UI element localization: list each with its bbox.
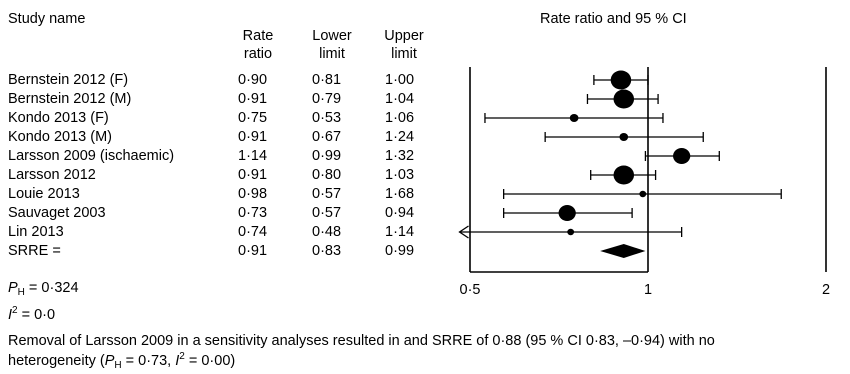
point-estimate <box>569 114 579 122</box>
tick-label: 1 <box>644 282 652 298</box>
lower-limit-header-line2: limit <box>319 45 345 62</box>
point-estimate <box>610 70 632 90</box>
row-name: Larsson 2009 (ischaemic) <box>8 148 175 164</box>
footnote-post: = 0·00) <box>184 353 236 369</box>
upper-limit-value: 1·03 <box>385 167 415 183</box>
rate-ratio-value: 0·73 <box>238 205 268 221</box>
upper-limit-value: 1·32 <box>385 148 415 164</box>
footnote-mid: = 0·73, <box>121 353 176 369</box>
rate-ratio-value: 0·91 <box>238 129 268 145</box>
i2-value: = 0·0 <box>17 307 56 323</box>
point-estimate <box>613 165 635 185</box>
upper-limit-value: 1·06 <box>385 110 415 126</box>
lower-limit-value: 0·81 <box>312 72 342 88</box>
footnote-p: P <box>104 353 115 369</box>
study-name-header: Study name <box>8 11 86 27</box>
rate-ratio-value: 0·91 <box>238 243 268 259</box>
row-name: Sauvaget 2003 <box>8 205 106 221</box>
point-estimate <box>558 205 576 221</box>
lower-limit-value: 0·80 <box>312 167 342 183</box>
ci-arrow <box>458 225 469 239</box>
rate-ratio-value: 1·14 <box>238 148 268 164</box>
rate-ratio-value: 0·91 <box>238 91 268 107</box>
row-name: Kondo 2013 (M) <box>8 129 112 145</box>
upper-limit-value: 1·00 <box>385 72 415 88</box>
upper-limit-value: 1·04 <box>385 91 415 107</box>
summary-row-name: SRRE = <box>8 243 61 259</box>
upper-limit-header-line1: Upper <box>384 28 424 44</box>
row-name: Bernstein 2012 (F) <box>8 72 129 88</box>
rate-ratio-value: 0·75 <box>238 110 268 126</box>
lower-limit-value: 0·53 <box>312 110 342 126</box>
i2-label: I <box>8 307 13 323</box>
row-name: Bernstein 2012 (M) <box>8 91 132 107</box>
ph-label: P <box>8 280 18 296</box>
rate-ratio-value: 0·98 <box>238 186 268 202</box>
upper-limit-header-line2: limit <box>391 45 417 62</box>
i2-statistic: I2 = 0·0 <box>8 306 55 323</box>
upper-limit-value: 1·24 <box>385 129 415 145</box>
row-name: Lin 2013 <box>8 224 64 240</box>
lower-limit-value: 0·57 <box>312 205 342 221</box>
rate-ratio-header-line1: Rate <box>242 28 274 44</box>
upper-limit-value: 1·14 <box>385 224 415 240</box>
row-name: Louie 2013 <box>8 186 80 202</box>
plot-title: Rate ratio and 95 % CI <box>540 11 687 27</box>
ph-value: = 0·324 <box>24 280 79 296</box>
tick-label: 2 <box>822 282 830 298</box>
point-estimate <box>613 89 635 109</box>
rate-ratio-value: 0·74 <box>238 224 268 240</box>
lower-limit-value: 0·83 <box>312 243 342 259</box>
lower-limit-value: 0·48 <box>312 224 342 240</box>
lower-limit-header-line1: Lower <box>312 28 352 44</box>
footnote-i: I <box>175 353 180 369</box>
summary-diamond <box>600 244 646 258</box>
upper-limit-value: 0·99 <box>385 243 415 259</box>
rate-ratio-header: Rate ratio <box>238 29 278 61</box>
footnote-pre: heterogeneity ( <box>8 353 105 369</box>
point-estimate <box>639 190 647 198</box>
upper-limit-value: 0·94 <box>385 205 415 221</box>
rate-ratio-value: 0·90 <box>238 72 268 88</box>
upper-limit-value: 1·68 <box>385 186 415 202</box>
lower-limit-value: 0·67 <box>312 129 342 145</box>
point-estimate <box>673 148 691 164</box>
lower-limit-header: Lower limit <box>310 29 354 61</box>
footnote-line-2: heterogeneity (PH = 0·73, I2 = 0·00) <box>8 352 235 371</box>
lower-limit-value: 0·57 <box>312 186 342 202</box>
ph-subscript: H <box>17 287 25 298</box>
upper-limit-header: Upper limit <box>382 29 426 61</box>
lower-limit-value: 0·99 <box>312 148 342 164</box>
row-name: Kondo 2013 (F) <box>8 110 109 126</box>
lower-limit-value: 0·79 <box>312 91 342 107</box>
footnote-line-1: Removal of Larsson 2009 in a sensitivity… <box>8 333 715 349</box>
i2-superscript: 2 <box>12 305 18 316</box>
footnote-i-sup: 2 <box>179 351 185 362</box>
row-name: Larsson 2012 <box>8 167 96 183</box>
tick-label: 0·5 <box>460 282 481 298</box>
point-estimate <box>619 133 629 141</box>
rate-ratio-value: 0·91 <box>238 167 268 183</box>
point-estimate <box>567 228 575 236</box>
ph-statistic: PH = 0·324 <box>8 281 79 298</box>
rate-ratio-header-line2: ratio <box>243 45 273 62</box>
footnote-p-sub: H <box>114 360 122 371</box>
